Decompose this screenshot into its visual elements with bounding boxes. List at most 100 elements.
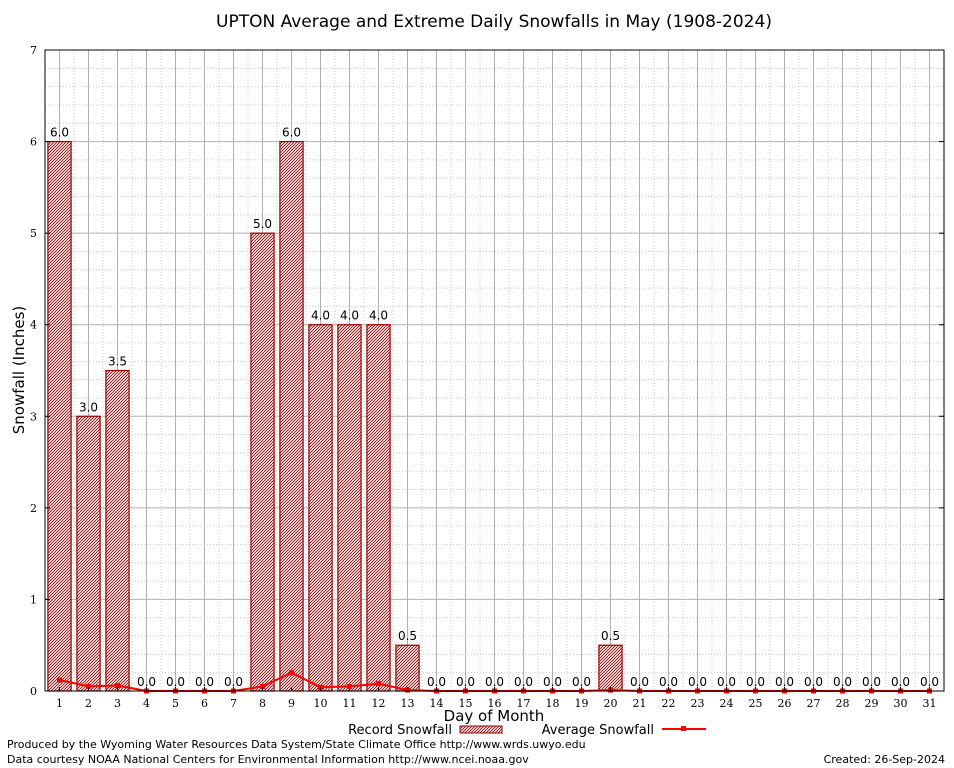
x-tick-label: 18 (546, 697, 560, 710)
data-label-day-11: 4.0 (340, 309, 359, 323)
legend-label-record: Record Snowfall (348, 723, 452, 738)
y-tick-label: 5 (30, 227, 37, 240)
bar-record-day-2 (76, 415, 101, 692)
x-tick-label: 25 (749, 697, 763, 710)
x-tick-label: 28 (836, 697, 850, 710)
y-axis-ticks: 0 1 2 3 4 5 6 7 (30, 44, 944, 698)
data-label-day-24: 0.0 (717, 675, 736, 689)
x-tick-label: 3 (114, 697, 121, 710)
data-label-day-15: 0.0 (456, 675, 475, 689)
bar-record-day-13 (395, 644, 420, 692)
y-tick-label: 3 (30, 410, 37, 423)
bar-record-day-9 (279, 140, 304, 692)
data-label-day-14: 0.0 (427, 675, 446, 689)
data-label-day-17: 0.0 (514, 675, 533, 689)
average-point-day-2 (86, 683, 91, 689)
bar-record-day-3 (105, 369, 130, 692)
data-label-day-23: 0.0 (688, 675, 707, 689)
average-point-day-8 (260, 683, 265, 689)
x-tick-label: 15 (459, 697, 473, 710)
data-label-day-25: 0.0 (746, 675, 765, 689)
x-tick-label: 6 (201, 697, 208, 710)
x-tick-label: 27 (807, 697, 821, 710)
data-label-day-4: 0.0 (137, 675, 156, 689)
x-tick-label: 9 (288, 697, 295, 710)
footer-producer: Produced by the Wyoming Water Resources … (7, 738, 586, 751)
data-label-day-31: 0.0 (920, 675, 939, 689)
footer-data-source: Data courtesy NOAA National Centers for … (7, 753, 529, 766)
x-tick-label: 7 (230, 697, 237, 710)
x-tick-label: 17 (517, 697, 531, 710)
chart-title: UPTON Average and Extreme Daily Snowfall… (216, 12, 772, 32)
bar-record-day-20 (598, 644, 623, 692)
x-tick-label: 29 (865, 697, 879, 710)
data-label-day-13: 0.5 (398, 629, 417, 643)
data-label-day-21: 0.0 (630, 675, 649, 689)
y-tick-label: 4 (30, 319, 37, 332)
data-label-day-2: 3.0 (79, 400, 98, 414)
x-tick-label: 13 (401, 697, 415, 710)
x-tick-label: 31 (923, 697, 937, 710)
legend-label-average: Average Snowfall (542, 723, 654, 738)
data-label-day-20: 0.5 (601, 629, 620, 643)
data-label-day-29: 0.0 (862, 675, 881, 689)
x-tick-label: 5 (172, 697, 179, 710)
x-tick-label: 10 (314, 697, 328, 710)
data-label-day-3: 3.5 (108, 355, 127, 369)
data-label-day-19: 0.0 (572, 675, 591, 689)
data-label-day-1: 6.0 (50, 126, 69, 140)
x-axis-ticks: 1 2 3 4 5 6 7 8 9 10 11 12 13 14 15 16 17 18 19 20 21 22 23 24 2… (56, 687, 937, 710)
legend-swatch-record (459, 725, 503, 734)
x-tick-label: 1 (56, 697, 63, 710)
x-tick-label: 16 (488, 697, 502, 710)
data-label-day-22: 0.0 (659, 675, 678, 689)
y-tick-label: 1 (30, 593, 37, 606)
legend-swatch-average-marker (681, 726, 686, 731)
average-point-day-3 (115, 683, 120, 689)
data-label-day-28: 0.0 (833, 675, 852, 689)
data-label-day-8: 5.0 (253, 217, 272, 231)
data-label-day-16: 0.0 (485, 675, 504, 689)
data-label-day-26: 0.0 (775, 675, 794, 689)
x-tick-label: 22 (662, 697, 676, 710)
x-tick-label: 19 (575, 697, 589, 710)
bar-series (47, 140, 623, 692)
y-tick-label: 7 (30, 44, 37, 57)
y-tick-label: 6 (30, 136, 37, 149)
data-label-day-9: 6.0 (282, 126, 301, 140)
x-tick-label: 2 (85, 697, 92, 710)
x-tick-label: 4 (143, 697, 150, 710)
x-tick-label: 20 (604, 697, 618, 710)
x-tick-label: 23 (691, 697, 705, 710)
data-label-day-18: 0.0 (543, 675, 562, 689)
average-point-day-9 (289, 670, 294, 676)
bar-record-day-11 (337, 324, 362, 692)
x-tick-label: 21 (633, 697, 647, 710)
data-label-day-27: 0.0 (804, 675, 823, 689)
x-tick-label: 26 (778, 697, 792, 710)
x-tick-label: 8 (259, 697, 266, 710)
data-label-day-10: 4.0 (311, 309, 330, 323)
footer-created: Created: 26-Sep-2024 (824, 753, 945, 766)
data-label-day-6: 0.0 (195, 675, 214, 689)
bar-record-day-10 (308, 324, 333, 692)
data-label-day-30: 0.0 (891, 675, 910, 689)
y-axis-label: Snowfall (Inches) (10, 306, 28, 434)
legend: Record Snowfall Average Snowfall (348, 723, 706, 738)
y-tick-label: 2 (30, 502, 37, 515)
average-point-day-1 (57, 677, 62, 683)
bar-record-day-1 (47, 140, 72, 692)
data-label-day-5: 0.0 (166, 675, 185, 689)
x-tick-label: 11 (343, 697, 357, 710)
data-label-day-7: 0.0 (224, 675, 243, 689)
y-tick-label: 0 (30, 685, 37, 698)
data-label-day-12: 4.0 (369, 309, 388, 323)
bar-record-day-12 (366, 324, 391, 692)
bar-record-day-8 (250, 232, 275, 692)
x-tick-label: 24 (720, 697, 734, 710)
data-labels: 6.0 3.0 3.5 0.0 0.0 0.0 0.0 5.0 6.0 4.0 4.0 4.0 0.5 0… (50, 126, 939, 689)
average-point-day-12 (376, 681, 381, 687)
x-tick-label: 14 (430, 697, 444, 710)
x-tick-label: 12 (372, 697, 386, 710)
